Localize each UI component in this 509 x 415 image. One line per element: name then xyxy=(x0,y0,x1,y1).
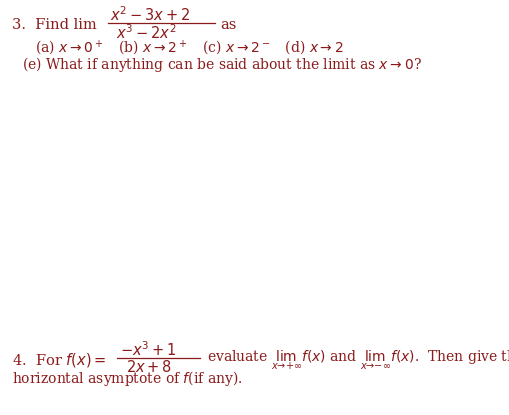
Text: (a) $x\to 0^+$   (b) $x\to 2^+$   (c) $x\to 2^-$   (d) $x\to 2$: (a) $x\to 0^+$ (b) $x\to 2^+$ (c) $x\to … xyxy=(35,39,343,57)
Text: $-x^3+1$: $-x^3+1$ xyxy=(120,341,176,359)
Text: evaluate $\lim_{x\to+\infty} f(x)$ and $\lim_{x\to-\infty} f(x)$.  Then give the: evaluate $\lim_{x\to+\infty} f(x)$ and $… xyxy=(207,348,509,372)
Text: as: as xyxy=(219,18,236,32)
Text: horizontal asymptote of $f$(if any).: horizontal asymptote of $f$(if any). xyxy=(12,369,242,388)
Text: $x^3-2x^2$: $x^3-2x^2$ xyxy=(116,24,177,42)
Text: $x^2-3x+2$: $x^2-3x+2$ xyxy=(110,6,190,24)
Text: 3.  Find lim: 3. Find lim xyxy=(12,18,97,32)
Text: $2x+8$: $2x+8$ xyxy=(126,359,172,375)
Text: 4.  For $f(x) = $: 4. For $f(x) = $ xyxy=(12,351,106,369)
Text: (e) What if anything can be said about the limit as $x\to 0$?: (e) What if anything can be said about t… xyxy=(22,54,421,73)
